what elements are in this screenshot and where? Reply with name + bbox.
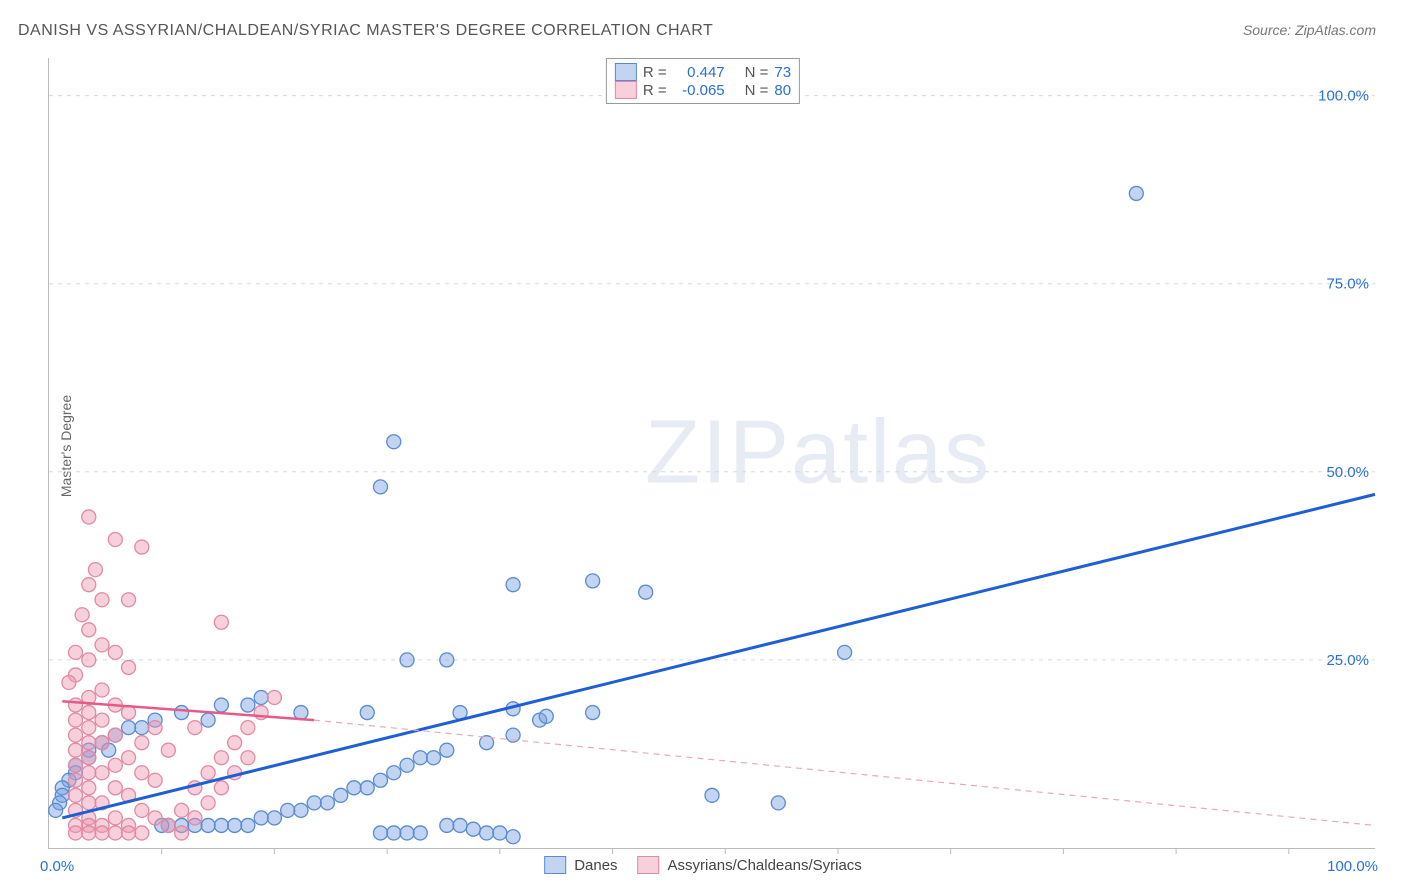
legend-swatch: [544, 856, 566, 874]
chart-title: DANISH VS ASSYRIAN/CHALDEAN/SYRIAC MASTE…: [18, 22, 713, 40]
svg-text:50.0%: 50.0%: [1326, 464, 1369, 481]
legend-swatch: [638, 856, 660, 874]
x-max-label: 100.0%: [1327, 858, 1378, 875]
stats-row: R = -0.065 N = 80: [615, 81, 791, 99]
stats-swatch: [615, 63, 637, 81]
svg-text:75.0%: 75.0%: [1326, 276, 1369, 293]
svg-text:25.0%: 25.0%: [1326, 652, 1369, 669]
chart-svg: 25.0% 50.0% 75.0% 100.0%: [49, 58, 1375, 848]
r-value: 0.447: [673, 64, 725, 81]
source-attribution: Source: ZipAtlas.com: [1243, 22, 1376, 38]
legend-item: Assyrians/Chaldeans/Syriacs: [638, 856, 862, 874]
stats-legend: R = 0.447 N = 73 R = -0.065 N = 80: [606, 58, 800, 104]
legend-label: Danes: [574, 857, 617, 874]
n-value: 73: [774, 64, 791, 81]
svg-text:100.0%: 100.0%: [1318, 88, 1369, 105]
n-value: 80: [774, 82, 791, 99]
legend-label: Assyrians/Chaldeans/Syriacs: [668, 857, 862, 874]
x-origin-label: 0.0%: [40, 858, 74, 875]
n-label: N =: [745, 64, 769, 81]
r-label: R =: [643, 64, 667, 81]
stats-swatch: [615, 81, 637, 99]
r-value: -0.065: [673, 82, 725, 99]
r-label: R =: [643, 82, 667, 99]
stats-row: R = 0.447 N = 73: [615, 63, 791, 81]
series-legend: Danes Assyrians/Chaldeans/Syriacs: [544, 856, 862, 874]
n-label: N =: [745, 82, 769, 99]
legend-item: Danes: [544, 856, 617, 874]
plot-area: ZIPatlas 25.0%50.0%75.0%100.0%: [48, 58, 1375, 849]
